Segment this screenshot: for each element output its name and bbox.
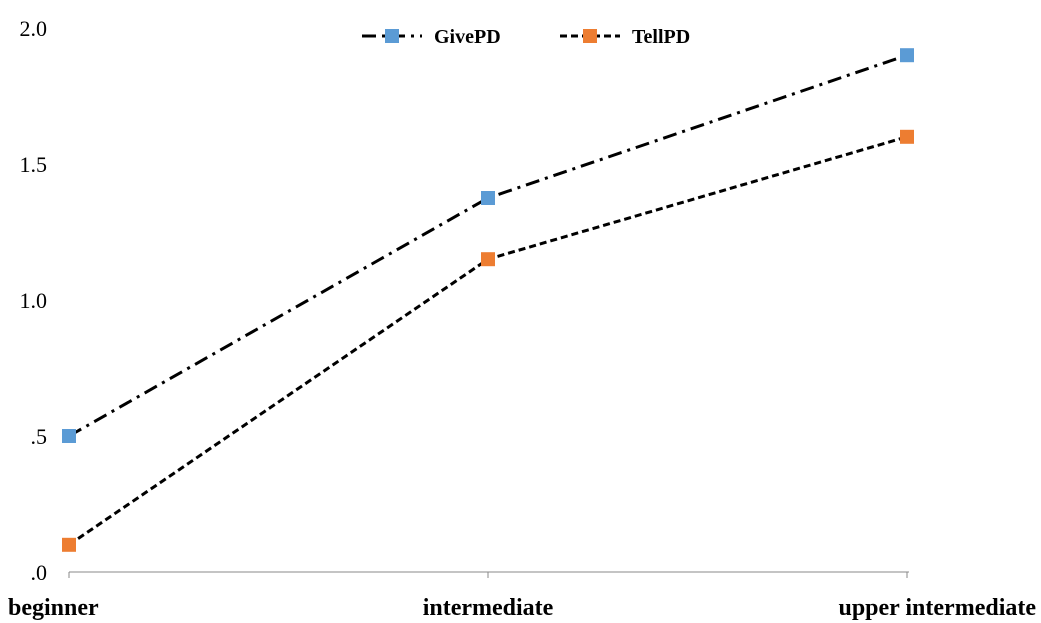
y-tick-label: 2.0 bbox=[20, 16, 48, 41]
legend-marker-TellPD bbox=[583, 29, 597, 43]
data-point-TellPD bbox=[481, 252, 495, 267]
data-point-GivePD bbox=[900, 48, 914, 63]
x-category-label: upper intermediate bbox=[838, 595, 1036, 621]
x-category-label: beginner bbox=[8, 595, 99, 621]
data-point-TellPD bbox=[900, 129, 914, 144]
data-point-GivePD bbox=[481, 191, 495, 205]
y-ticks: .0 .5 1.0 1.5 2.0 bbox=[20, 16, 48, 585]
legend-label: TellPD bbox=[632, 26, 690, 48]
y-tick-label: 1.0 bbox=[20, 288, 48, 313]
y-tick-label: .0 bbox=[31, 560, 48, 585]
legend: GivePD TellPD bbox=[362, 26, 690, 48]
data-point-GivePD bbox=[62, 429, 76, 443]
x-categories: beginner intermediate upper intermediate bbox=[8, 595, 1036, 621]
x-category-label: intermediate bbox=[423, 595, 554, 621]
y-tick-label: 1.5 bbox=[20, 152, 48, 177]
legend-marker-GivePD bbox=[385, 29, 399, 43]
legend-label: GivePD bbox=[434, 26, 501, 48]
series-line-GivePD bbox=[68, 53, 908, 438]
data-point-TellPD bbox=[62, 537, 76, 552]
series-lines bbox=[68, 53, 908, 547]
axes bbox=[68, 571, 909, 578]
series-markers bbox=[62, 48, 914, 552]
y-tick-label: .5 bbox=[31, 424, 48, 449]
